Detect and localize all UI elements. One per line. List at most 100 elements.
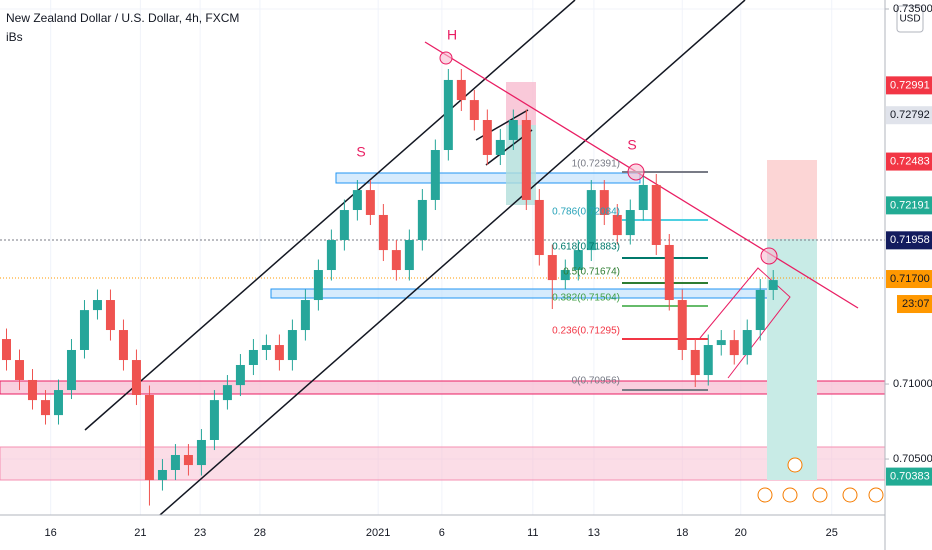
risk-box bbox=[506, 82, 536, 125]
indicator-name: iBs bbox=[6, 30, 23, 44]
candle-body bbox=[729, 340, 739, 356]
candle-body bbox=[651, 184, 661, 245]
y-tick-label: 0.70500 bbox=[893, 453, 932, 465]
fib-label: 0.786(0.72084) bbox=[552, 207, 620, 218]
candle-body bbox=[638, 184, 648, 211]
candle-body bbox=[105, 300, 115, 331]
event-icon bbox=[842, 487, 858, 503]
candle-body bbox=[378, 214, 388, 251]
price-tag-label: 0.72191 bbox=[890, 199, 930, 211]
zone bbox=[270, 288, 793, 299]
x-tick-label: 16 bbox=[45, 527, 57, 539]
fib-label: 0.618(0.71883) bbox=[552, 242, 620, 253]
x-tick-label: 6 bbox=[439, 527, 445, 539]
x-tick-label: 25 bbox=[826, 527, 838, 539]
candle-body bbox=[27, 379, 37, 401]
price-tag-label: 0.71700 bbox=[890, 273, 930, 285]
candle-body bbox=[755, 289, 765, 331]
reward-box bbox=[767, 239, 817, 480]
candle-body bbox=[14, 360, 24, 380]
zone bbox=[0, 446, 885, 481]
currency[interactable]: USD bbox=[899, 14, 920, 25]
candle-body bbox=[40, 400, 50, 416]
candle-body bbox=[170, 454, 180, 470]
candle-body bbox=[599, 190, 609, 215]
candle-body bbox=[365, 190, 375, 215]
fib-label: 0.236(0.71295) bbox=[552, 326, 620, 337]
candle-body bbox=[742, 330, 752, 356]
candle-body bbox=[300, 300, 310, 331]
candle-body bbox=[625, 210, 635, 236]
event-icon bbox=[757, 487, 773, 503]
price-tag bbox=[886, 106, 932, 125]
x-tick-label: 11 bbox=[527, 527, 538, 539]
risk-box bbox=[767, 160, 817, 239]
candle-body bbox=[53, 390, 63, 416]
candle-body bbox=[703, 345, 713, 376]
price-tag-label: 0.72792 bbox=[890, 109, 930, 121]
candle-body bbox=[391, 250, 401, 271]
channel-line bbox=[84, 0, 576, 431]
fib-label: 0.5(0.71674) bbox=[563, 267, 620, 278]
annotation: S bbox=[627, 137, 636, 153]
candle-body bbox=[430, 150, 440, 200]
overlay: H S S 1(0.72391) 0.786(0.72084) 0.618(0.… bbox=[6, 11, 884, 503]
candle-body bbox=[573, 250, 583, 271]
candle-body bbox=[92, 300, 102, 311]
price-tag bbox=[886, 76, 932, 95]
event-icon bbox=[787, 457, 803, 473]
candle-body bbox=[118, 330, 128, 361]
fib-label: 0(0.70956) bbox=[572, 376, 620, 387]
candle-body bbox=[521, 120, 531, 200]
price-tag bbox=[886, 270, 932, 289]
y-tick-label: 0.73500 bbox=[893, 3, 932, 15]
x-tick-label: 2021 bbox=[366, 527, 390, 539]
candle-body bbox=[235, 364, 245, 386]
candle-body bbox=[274, 345, 284, 361]
candle-body bbox=[690, 349, 700, 376]
candle-body bbox=[261, 345, 271, 350]
event-icon bbox=[812, 487, 828, 503]
price-tag-label: 0.71958 bbox=[890, 234, 930, 246]
channel-line bbox=[159, 0, 746, 515]
countdown: 23:07 bbox=[902, 298, 930, 310]
candle-body bbox=[664, 244, 674, 301]
annotation: S bbox=[356, 144, 365, 160]
grid bbox=[0, 0, 885, 515]
candle-body bbox=[612, 214, 622, 236]
candle-body bbox=[66, 349, 76, 391]
candle-body bbox=[131, 360, 141, 395]
price-tag bbox=[886, 196, 932, 215]
candle-body bbox=[313, 270, 323, 301]
chart-title: New Zealand Dollar / U.S. Dollar, 4h, FX… bbox=[6, 11, 239, 25]
pivot-circle bbox=[627, 163, 645, 181]
pivot-circle bbox=[760, 247, 778, 265]
candle-body bbox=[183, 454, 193, 466]
currency-button[interactable] bbox=[896, 5, 924, 33]
candle-body bbox=[209, 400, 219, 440]
x-tick-label: 20 bbox=[735, 527, 747, 539]
candles bbox=[1, 69, 778, 506]
candle-body bbox=[352, 190, 362, 211]
candle-body bbox=[144, 394, 154, 481]
price-tag bbox=[886, 467, 932, 486]
x-tick-label: 28 bbox=[254, 527, 266, 539]
x-tick-label: 21 bbox=[134, 527, 146, 539]
candle-body bbox=[248, 349, 258, 365]
price-tag bbox=[886, 231, 932, 250]
candle-body bbox=[768, 280, 778, 290]
candle-body bbox=[196, 439, 206, 466]
candle-body bbox=[547, 255, 557, 281]
candle-body bbox=[404, 240, 414, 271]
event-icon bbox=[868, 487, 884, 503]
candle-body bbox=[417, 199, 427, 241]
pivot-circle bbox=[439, 51, 453, 65]
candle-body bbox=[495, 139, 505, 155]
candle-body bbox=[534, 199, 544, 256]
x-tick-label: 23 bbox=[194, 527, 206, 539]
candle-body bbox=[287, 330, 297, 361]
candle-body bbox=[222, 385, 232, 401]
candle-body bbox=[157, 469, 167, 481]
candle-body bbox=[339, 210, 349, 241]
countdown-tag bbox=[897, 295, 932, 314]
